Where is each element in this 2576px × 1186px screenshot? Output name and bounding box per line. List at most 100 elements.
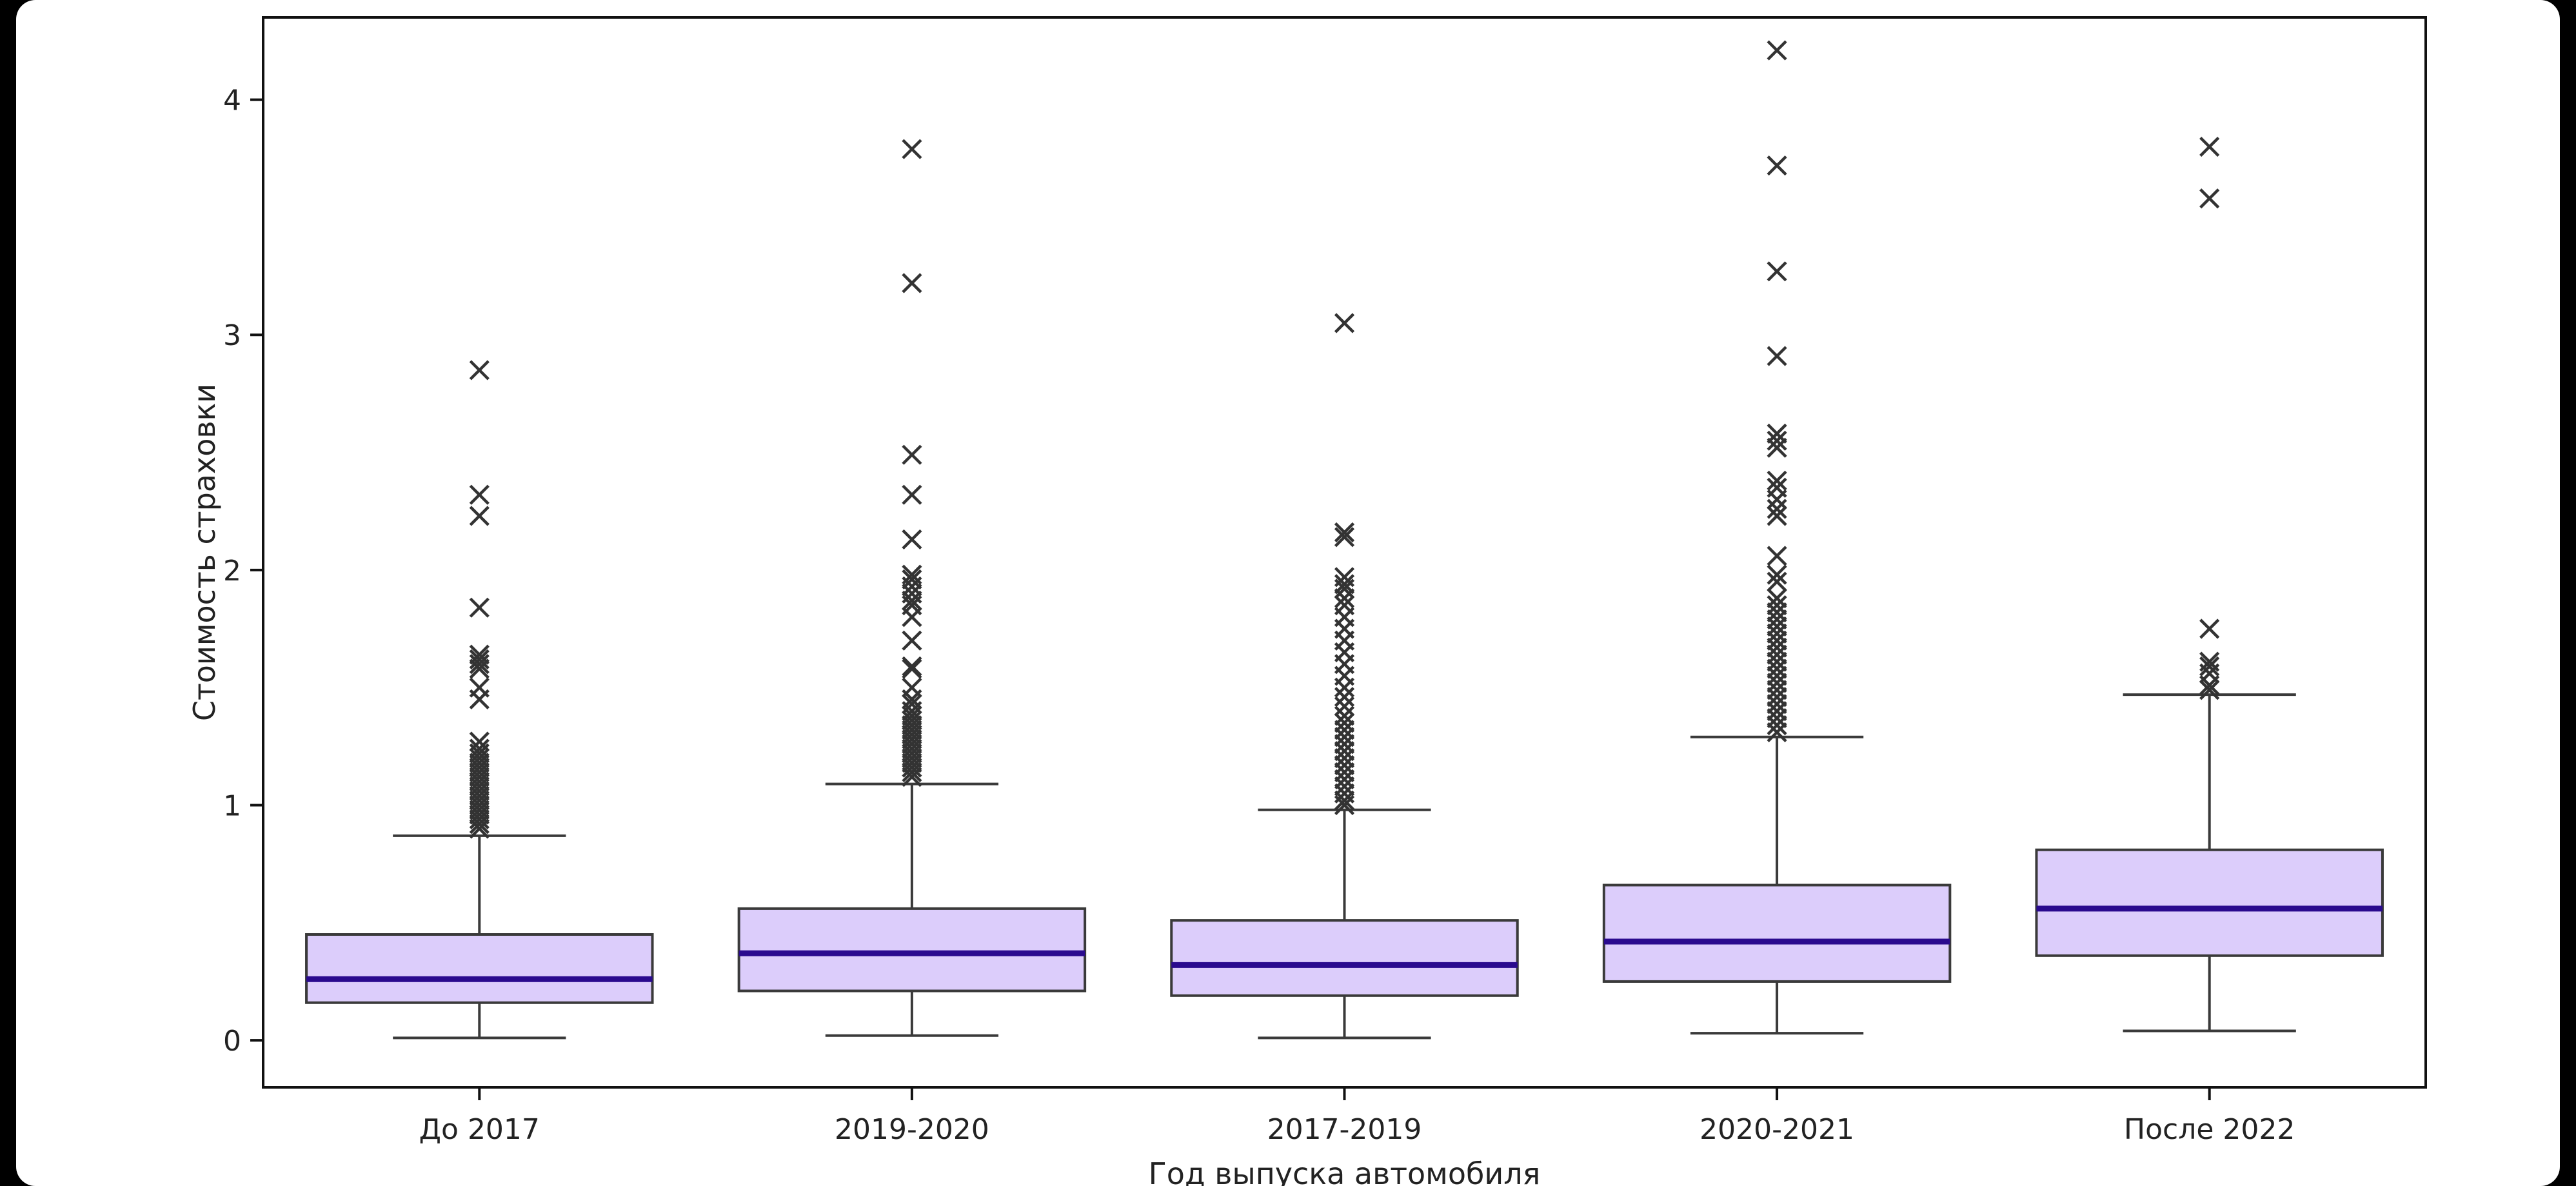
outlier-marker bbox=[2199, 656, 2220, 677]
outlier-marker bbox=[902, 484, 922, 505]
outlier-marker bbox=[902, 273, 922, 293]
outlier-marker bbox=[469, 658, 490, 679]
outlier-marker bbox=[1334, 313, 1355, 333]
outlier-marker bbox=[1334, 720, 1355, 740]
outlier-marker bbox=[469, 644, 490, 665]
x-tick-label: 2017-2019 bbox=[1267, 1113, 1422, 1146]
outlier-marker bbox=[1334, 747, 1355, 769]
y-tick-label: 1 bbox=[223, 789, 241, 822]
outlier-marker bbox=[1767, 722, 1787, 743]
outlier-marker bbox=[902, 724, 922, 745]
outlier-marker bbox=[2199, 680, 2220, 700]
outlier-marker bbox=[902, 706, 922, 726]
outlier-marker bbox=[1334, 578, 1355, 599]
outlier-marker bbox=[469, 649, 490, 669]
outlier-marker bbox=[1767, 694, 1787, 715]
x-tick-label: 2019-2020 bbox=[835, 1113, 989, 1146]
outlier-marker bbox=[1767, 637, 1787, 658]
outlier-marker bbox=[2199, 136, 2220, 157]
outlier-marker bbox=[1767, 470, 1787, 491]
outlier-marker bbox=[469, 506, 490, 526]
outlier-marker bbox=[902, 444, 922, 465]
outlier-marker bbox=[469, 795, 490, 816]
outlier-marker bbox=[1767, 261, 1787, 282]
outlier-marker bbox=[469, 771, 490, 792]
outlier-marker bbox=[469, 818, 490, 839]
x-tick-label: 2020-2021 bbox=[1699, 1113, 1854, 1146]
boxplot-chart: 0 1 2 3 4 До 2017 2019-2020 2017-2019 2020-2021 П… bbox=[187, 16, 2427, 1186]
y-tick-label: 0 bbox=[223, 1025, 241, 1058]
outlier-marker bbox=[469, 804, 490, 825]
y-tick-label: 4 bbox=[223, 84, 241, 117]
outlier-marker bbox=[469, 484, 490, 505]
box bbox=[2035, 848, 2384, 957]
y-tick-label: 2 bbox=[223, 555, 241, 588]
outlier-marker bbox=[1334, 522, 1355, 543]
outlier-marker bbox=[469, 597, 490, 618]
outlier-marker bbox=[1767, 430, 1787, 451]
outlier-marker bbox=[1767, 707, 1787, 729]
outlier-marker bbox=[1334, 741, 1355, 762]
outlier-marker bbox=[1767, 701, 1787, 722]
outlier-marker bbox=[902, 762, 922, 783]
outlier-marker bbox=[902, 720, 922, 740]
outlier-marker bbox=[1767, 644, 1787, 665]
outlier-marker bbox=[902, 734, 922, 755]
outlier-marker bbox=[902, 630, 922, 651]
outlier-marker bbox=[469, 767, 490, 787]
outlier-marker bbox=[469, 747, 490, 769]
outlier-marker bbox=[902, 656, 922, 677]
outlier-marker bbox=[1767, 571, 1787, 592]
outlier-marker bbox=[469, 360, 490, 381]
outlier-marker bbox=[1767, 346, 1787, 366]
outlier-marker bbox=[1767, 651, 1787, 672]
outlier-marker bbox=[1334, 762, 1355, 783]
outlier-marker bbox=[469, 753, 490, 773]
outlier-marker bbox=[1767, 40, 1787, 61]
y-tick-label: 3 bbox=[223, 319, 241, 352]
outlier-marker bbox=[902, 743, 922, 764]
outlier-marker bbox=[469, 790, 490, 811]
outlier-marker bbox=[902, 590, 922, 611]
outlier-marker bbox=[1334, 706, 1355, 726]
outlier-marker bbox=[1334, 527, 1355, 548]
outlier-marker bbox=[902, 747, 922, 769]
box bbox=[305, 933, 654, 1004]
y-axis-title: Стоимость страховки bbox=[187, 384, 222, 721]
outlier-marker bbox=[1334, 687, 1355, 707]
outlier-marker bbox=[2199, 188, 2220, 209]
outlier-marker bbox=[2199, 618, 2220, 639]
outlier-marker bbox=[469, 743, 490, 764]
outlier-marker bbox=[902, 753, 922, 773]
outlier-marker bbox=[902, 757, 922, 778]
outlier-marker bbox=[902, 715, 922, 736]
outlier-marker bbox=[1767, 658, 1787, 679]
outlier-marker bbox=[1767, 499, 1787, 519]
outlier-marker bbox=[469, 689, 490, 709]
outlier-marker bbox=[1767, 609, 1787, 630]
outlier-marker bbox=[1767, 595, 1787, 616]
outlier-marker bbox=[1334, 776, 1355, 796]
outlier-marker bbox=[902, 529, 922, 550]
outlier-marker bbox=[1334, 755, 1355, 776]
outlier-marker bbox=[1334, 696, 1355, 717]
outlier-marker bbox=[1767, 616, 1787, 637]
outlier-marker bbox=[902, 767, 922, 787]
outlier-marker bbox=[469, 757, 490, 778]
x-tick-label: После 2022 bbox=[2124, 1113, 2295, 1146]
outlier-marker bbox=[1767, 489, 1787, 510]
x-axis-title: Год выпуска автомобиля bbox=[1149, 1156, 1541, 1186]
outlier-marker bbox=[1334, 588, 1355, 609]
outlier-marker bbox=[902, 701, 922, 722]
outlier-marker bbox=[1767, 602, 1787, 623]
outlier-marker bbox=[902, 710, 922, 731]
outlier-marker bbox=[902, 729, 922, 749]
box bbox=[1602, 884, 1952, 983]
outlier-marker bbox=[1767, 423, 1787, 444]
box bbox=[1170, 919, 1519, 997]
outlier-marker bbox=[1334, 795, 1355, 816]
outlier-marker bbox=[1767, 506, 1787, 526]
outlier-marker bbox=[902, 139, 922, 159]
outlier-marker bbox=[469, 780, 490, 802]
outlier-marker bbox=[1767, 155, 1787, 176]
